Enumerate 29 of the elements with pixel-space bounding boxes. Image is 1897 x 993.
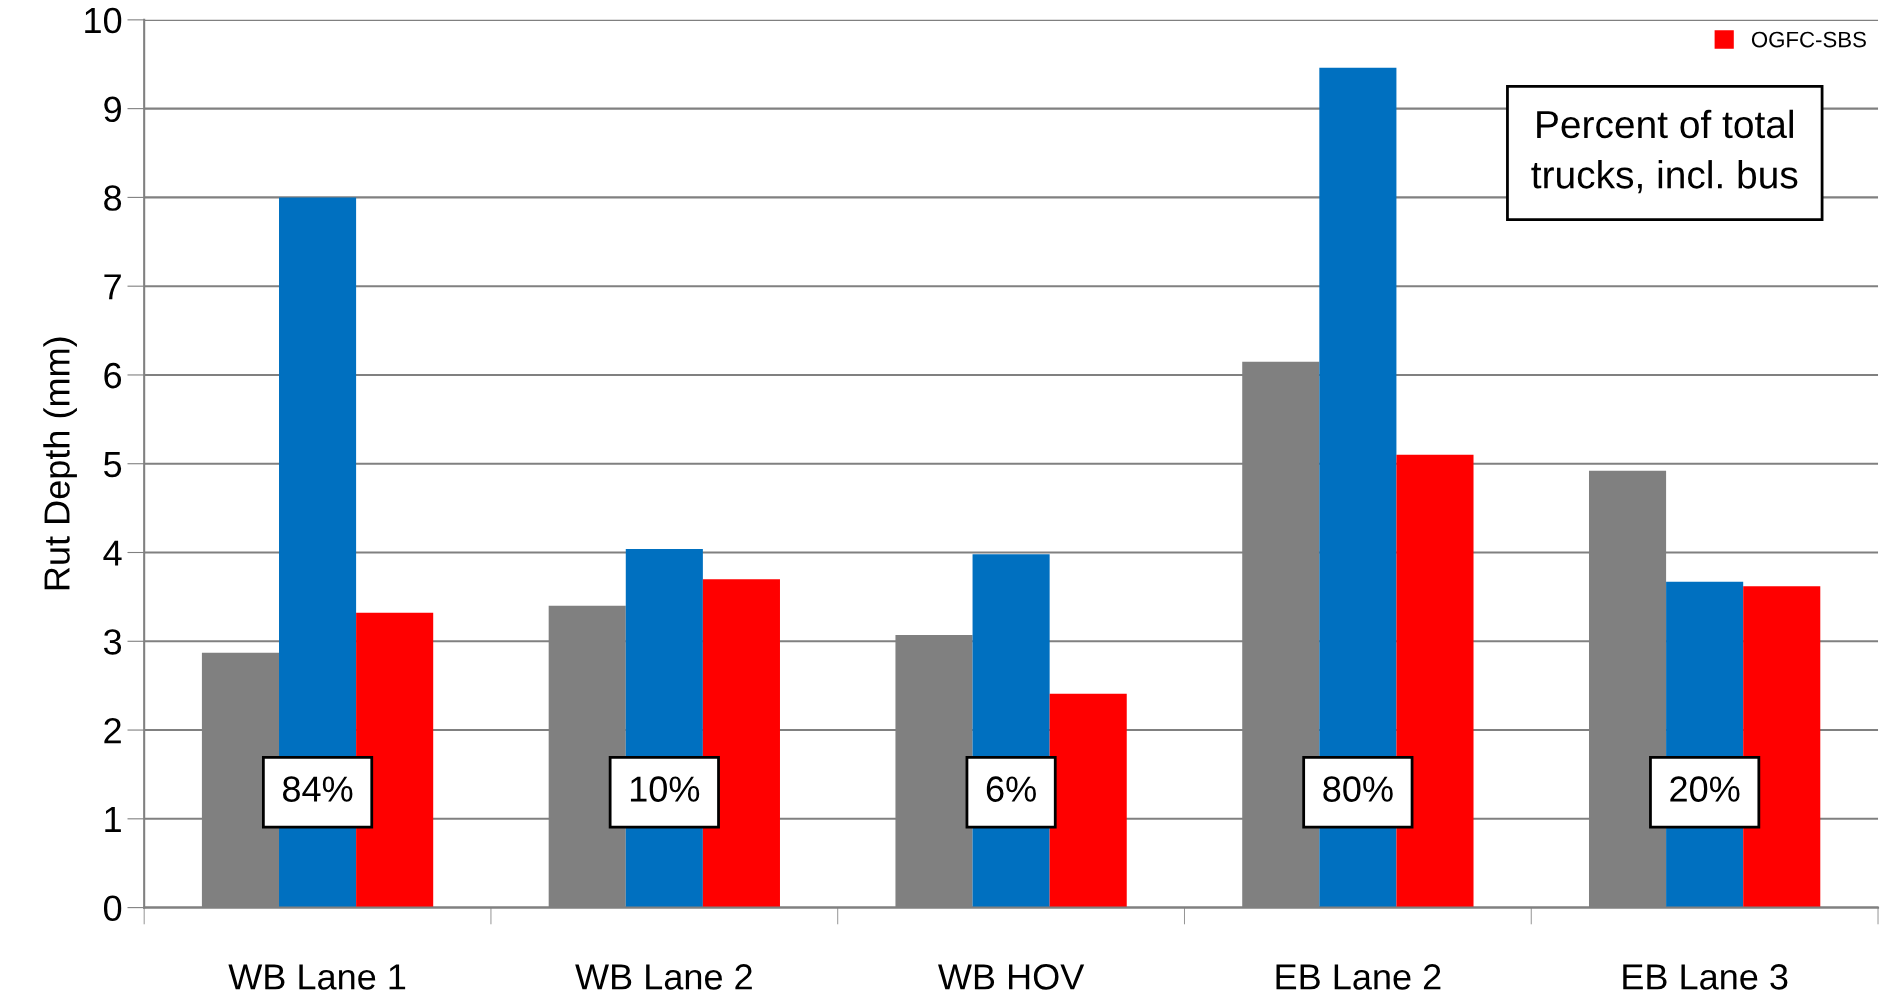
y-tick-label: 6 (104, 362, 122, 389)
y-tick-label: 10 (85, 7, 122, 34)
annotation: 20% (1670, 776, 1740, 802)
legend-label: OGFC-SBS (1751, 31, 1866, 48)
y-tick-label: 4 (103, 540, 122, 566)
bar (1743, 586, 1821, 908)
y-tick-label: 3 (103, 629, 122, 655)
y-axis-title: Rut Depth (mm) (43, 337, 77, 590)
x-tick-label: EB Lane 2 (1276, 964, 1441, 990)
y-tick-label: 8 (104, 185, 122, 211)
y-tick-label: 2 (104, 717, 121, 744)
y-tick-label: 5 (104, 451, 122, 478)
annotation: 80% (1323, 776, 1393, 802)
bar (1049, 693, 1127, 908)
annotation: 84% (282, 776, 353, 802)
y-tick-label: 0 (103, 895, 122, 922)
y-tick-label: 9 (104, 96, 121, 123)
annotation: 10% (630, 776, 700, 802)
bar (702, 579, 780, 908)
x-tick-label: WB Lane 2 (575, 964, 752, 990)
annotation: 6% (986, 776, 1036, 802)
annotation: Percent of total trucks, incl. bus (1531, 109, 1798, 194)
bar (356, 612, 434, 908)
y-tick-label: 1 (105, 807, 121, 832)
bar (1396, 454, 1474, 908)
x-tick-label: EB Lane 3 (1623, 964, 1788, 990)
x-tick-label: WB Lane 1 (228, 964, 406, 990)
y-tick-label: 7 (104, 274, 121, 300)
x-tick-label: WB HOV (938, 964, 1085, 990)
